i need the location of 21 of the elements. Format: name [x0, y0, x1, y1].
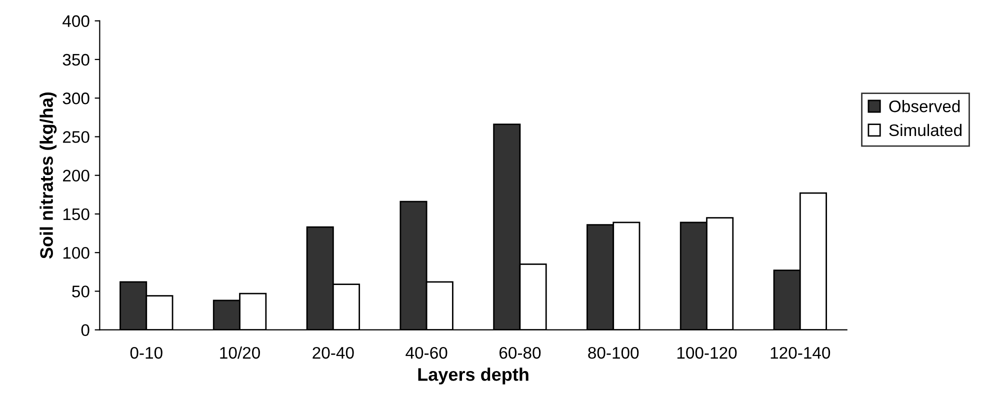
- x-axis-title: Layers depth: [418, 368, 528, 384]
- y-tick-label: 0: [81, 324, 90, 336]
- legend-label: Observed: [889, 100, 960, 112]
- x-tick-label: 100-120: [677, 346, 737, 359]
- y-tick-label: 150: [63, 208, 90, 220]
- x-tick-label: 60-80: [500, 346, 541, 359]
- x-tick-label: 40-60: [406, 346, 448, 359]
- y-tick-label: 50: [72, 286, 90, 298]
- x-tick-label: 80-100: [588, 346, 639, 359]
- x-tick-label: 120-140: [770, 346, 830, 359]
- x-tick-label: 0-10: [130, 346, 162, 359]
- x-tick-label: 20-40: [312, 346, 354, 359]
- y-tick-label: 300: [62, 92, 90, 104]
- y-axis-title: Soil nitrates (kg/ha): [40, 92, 57, 259]
- y-tick-label: 350: [62, 54, 90, 66]
- y-tick-label: 250: [63, 131, 90, 143]
- x-tick-label: 10/20: [220, 346, 260, 359]
- y-tick-label: 200: [63, 170, 90, 182]
- y-tick-label: 400: [62, 15, 90, 28]
- y-tick-label: 100: [63, 247, 90, 259]
- legend-label: Simulated: [889, 124, 962, 136]
